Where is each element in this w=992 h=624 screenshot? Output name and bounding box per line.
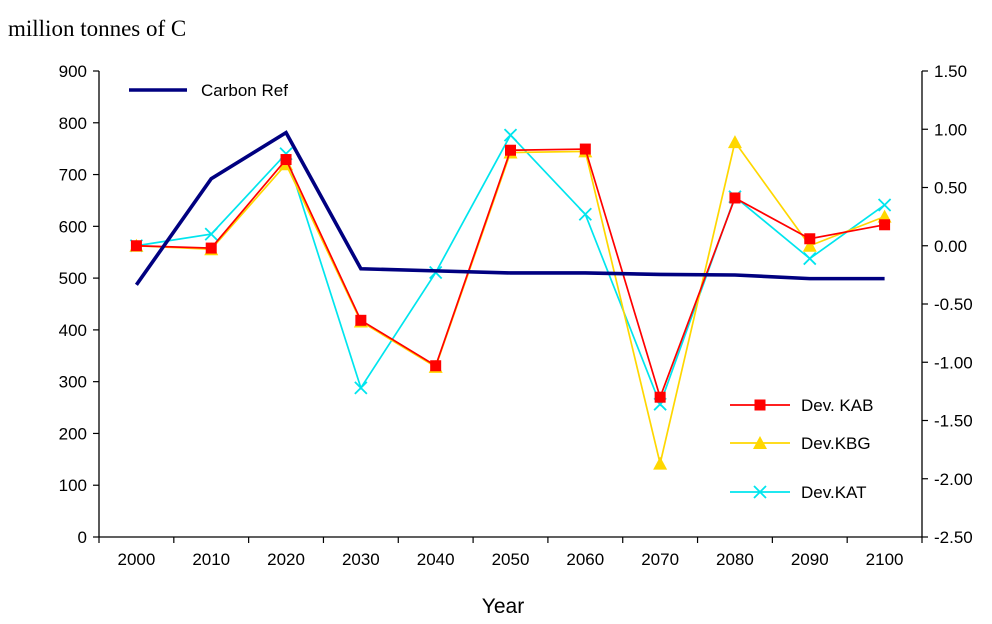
- right-y-tick-label: -2.00: [934, 470, 973, 489]
- x-tick-label: 2100: [866, 550, 904, 569]
- legend-label: Dev. KAB: [801, 396, 873, 415]
- square-marker: [280, 154, 292, 166]
- x-marker: [753, 485, 767, 499]
- left-y-tick-label: 400: [59, 321, 87, 340]
- x-marker: [803, 251, 817, 266]
- left-y-tick-label: 300: [59, 373, 87, 392]
- right-y-tick-label: -1.50: [934, 412, 973, 431]
- square-marker: [754, 399, 766, 411]
- left-y-tick-label: 100: [59, 476, 87, 495]
- x-marker: [877, 198, 892, 212]
- series-line: [136, 140, 885, 464]
- triangle-marker: [727, 135, 742, 149]
- left-y-tick-label: 900: [59, 62, 87, 81]
- triangle-marker: [653, 456, 668, 470]
- x-marker: [503, 128, 518, 142]
- triangle-marker: [802, 238, 817, 252]
- x-tick-label: 2020: [267, 550, 305, 569]
- square-marker: [579, 143, 591, 155]
- x-tick-label: 2010: [192, 550, 230, 569]
- x-tick-label: 2070: [641, 550, 679, 569]
- square-marker: [654, 391, 666, 403]
- square-marker: [729, 192, 741, 204]
- right-y-tick-label: -0.50: [934, 295, 973, 314]
- legend-label: Carbon Ref: [201, 81, 288, 100]
- legend-entry-carbon-ref: Carbon Ref: [129, 81, 288, 100]
- legend-entry-dev-kab: Dev. KAB: [730, 396, 873, 415]
- x-tick-label: 2050: [492, 550, 530, 569]
- square-marker: [804, 233, 816, 245]
- series-carbon-ref: [134, 130, 885, 286]
- x-tick-label: 2080: [716, 550, 754, 569]
- x-tick-label: 2030: [342, 550, 380, 569]
- legend-label: Dev.KAT: [801, 483, 867, 502]
- left-y-tick-label: 0: [78, 528, 87, 547]
- triangle-marker: [753, 436, 767, 449]
- x-tick-label: 2000: [117, 550, 155, 569]
- right-y-tick-label: 1.00: [934, 120, 967, 139]
- series-line: [134, 130, 885, 286]
- left-y-tick-label: 800: [59, 114, 87, 133]
- series-dev-kat: [129, 128, 892, 411]
- square-marker: [205, 242, 217, 254]
- series-dev-kab: [130, 143, 891, 403]
- left-y-tick-label: 500: [59, 269, 87, 288]
- series-dev-kbg: [129, 135, 892, 470]
- right-y-tick-label: -1.00: [934, 353, 973, 372]
- right-y-tick-label: 1.50: [934, 62, 967, 81]
- right-y-tick-label: 0.50: [934, 179, 967, 198]
- right-y-tick-label: -2.50: [934, 528, 973, 547]
- x-tick-label: 2090: [791, 550, 829, 569]
- right-y-tick-label: 0.00: [934, 237, 967, 256]
- chart-title: million tonnes of C: [8, 16, 186, 41]
- x-axis-title: Year: [482, 595, 524, 618]
- x-tick-label: 2060: [566, 550, 604, 569]
- x-marker: [204, 227, 218, 241]
- square-marker: [130, 240, 142, 252]
- x-marker: [578, 207, 592, 221]
- legend-label: Dev.KBG: [801, 434, 871, 453]
- square-marker: [879, 219, 891, 231]
- legend-entry-dev-kbg: Dev.KBG: [730, 434, 871, 453]
- series-line: [136, 133, 886, 407]
- square-marker: [505, 144, 516, 156]
- x-tick-label: 2040: [417, 550, 455, 569]
- left-y-tick-label: 200: [59, 424, 87, 443]
- legend-entry-dev-kat: Dev.KAT: [730, 483, 867, 502]
- square-marker: [355, 314, 367, 326]
- left-y-tick-label: 600: [59, 217, 87, 236]
- square-marker: [430, 360, 442, 372]
- x-marker: [354, 381, 368, 395]
- left-y-tick-label: 700: [59, 166, 87, 185]
